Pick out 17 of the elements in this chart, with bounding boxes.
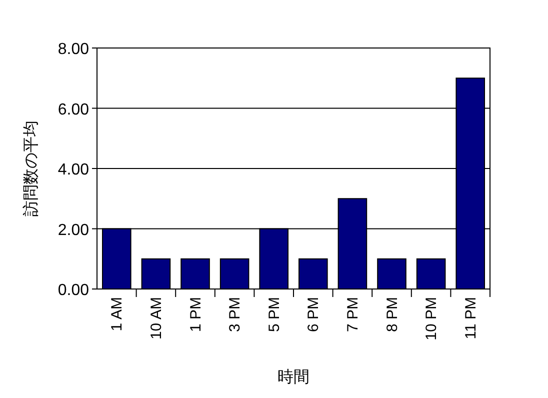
y-tick-label: 4.00 — [58, 162, 90, 178]
x-axis-title: 時間 — [278, 368, 310, 386]
y-tick-label: 0.00 — [58, 282, 90, 299]
y-tick-label: 2.00 — [58, 222, 90, 239]
x-tick-label: 3 PM — [226, 297, 244, 332]
y-axis-title: 訪問数の平均 — [22, 120, 40, 216]
x-tick-label: 11 PM — [462, 297, 480, 340]
x-tick-label: 8 PM — [384, 297, 401, 332]
x-tick-label: 5 PM — [266, 297, 283, 332]
x-tick-label: 1 AM — [108, 297, 126, 332]
x-tick-label: 7 PM — [344, 297, 362, 332]
y-tick-label: 6.00 — [58, 101, 90, 118]
x-tick-label: 10 AM — [148, 297, 165, 340]
x-tick-label: 1 PM — [187, 297, 204, 332]
x-tick-label: 10 PM — [423, 297, 440, 340]
y-tick-label: 8.00 — [58, 41, 90, 58]
x-tick-label: 6 PM — [305, 297, 322, 332]
